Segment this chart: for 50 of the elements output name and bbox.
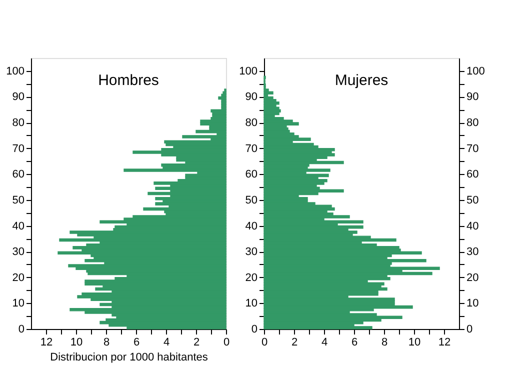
y-tick-label: 70 xyxy=(12,142,24,155)
y-tick-label: 90 xyxy=(12,91,24,104)
y2-tick-label: 100 xyxy=(466,65,485,78)
y-tick-label: 10 xyxy=(12,298,24,310)
text: Mujeres xyxy=(334,72,388,89)
y-tick-label: 50 xyxy=(12,194,24,206)
x-tick-label: 6 xyxy=(133,336,140,348)
y2-tick-label: 20 xyxy=(466,272,479,284)
y-tick-label: 40 xyxy=(12,220,24,232)
y-tick-label: 100 xyxy=(239,65,258,78)
x-tick-label: 4 xyxy=(321,336,328,348)
y-tick-label: 80 xyxy=(12,117,24,130)
y-tick-label: 10 xyxy=(245,298,258,310)
y-tick-label: 60 xyxy=(12,168,24,181)
y2-tick-label: 10 xyxy=(466,298,479,310)
x-tick-label: 10 xyxy=(408,336,421,348)
y-tick-label: 40 xyxy=(245,220,258,232)
y2-tick-label: 30 xyxy=(466,246,479,258)
y2-tick-label: 90 xyxy=(466,91,479,104)
x-tick-label: 8 xyxy=(103,336,110,348)
y2-tick-label: 50 xyxy=(466,194,479,206)
y-tick-label: 50 xyxy=(245,194,258,206)
x-tick-label: 6 xyxy=(351,336,358,348)
x-tick-label: 0 xyxy=(223,336,230,348)
y2-tick-label: 40 xyxy=(466,220,479,232)
y-tick-label: 100 xyxy=(6,65,24,78)
y-tick-label: 30 xyxy=(12,246,24,258)
y-tick-label: 90 xyxy=(245,91,258,104)
text: Hombres xyxy=(98,72,159,89)
y-tick-label: 70 xyxy=(245,142,258,155)
y2-tick-label: 0 xyxy=(466,324,473,336)
x-tick-label: 10 xyxy=(70,336,83,348)
y-tick-label: 0 xyxy=(251,324,258,336)
x-tick-label: 8 xyxy=(381,336,388,348)
y-tick-label: 60 xyxy=(245,168,258,181)
y-tick-label: 30 xyxy=(245,246,258,258)
x-axis-title: Distribucion por 1000 habitantes xyxy=(50,352,208,364)
x-tick-label: 2 xyxy=(193,336,200,348)
x-tick-label: 2 xyxy=(291,336,298,348)
x-tick-label: 4 xyxy=(163,336,170,348)
x-tick-label: 12 xyxy=(40,336,53,348)
x-tick-label: 0 xyxy=(261,336,268,348)
y2-tick-label: 70 xyxy=(466,142,479,155)
y2-tick-label: 80 xyxy=(466,117,479,130)
x-tick-label: 12 xyxy=(438,336,451,348)
y-tick-label: 0 xyxy=(18,324,24,336)
y-tick-label: 80 xyxy=(245,117,258,130)
y-tick-label: 20 xyxy=(245,272,258,284)
y-tick-label: 20 xyxy=(12,272,24,284)
y2-tick-label: 60 xyxy=(466,168,479,181)
